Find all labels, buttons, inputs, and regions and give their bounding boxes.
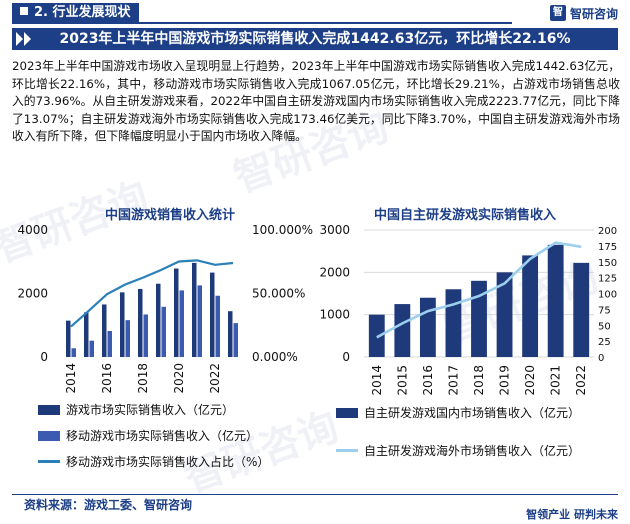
bar-game-revenue [174,268,179,357]
bar-game-revenue [66,320,71,357]
headline-banner: 2023年上半年中国游戏市场实际销售收入完成1442.63亿元，环比增长22.1… [12,28,618,50]
y-left-tick-label: 0 [40,350,48,364]
x-tick-label: 2014 [64,363,78,394]
bar-domestic-revenue [522,255,539,357]
legend-label: 游戏市场实际销售收入（亿元） [66,403,235,417]
x-tick-label: 2022 [208,363,222,394]
line-overseas-revenue [376,241,582,339]
bar-mobile-revenue [161,306,166,357]
y-right-tick-label: 150 [598,258,617,269]
legend-swatch [336,407,358,418]
slogan: 智领产业 研判未来 [526,508,618,521]
bar-domestic-revenue [419,297,436,357]
top-bar: 2. 行业发展现状 智 智研咨询 [0,0,630,26]
x-tick-label: 2016 [100,363,114,394]
bar-domestic-revenue [471,280,487,357]
bar-mobile-revenue [197,285,202,357]
bar-game-revenue [156,283,161,357]
y-right-tick-label: 100.000% [252,223,313,237]
line-mobile-share [70,259,234,328]
bar-mobile-revenue [125,320,130,357]
section-tag-label: 2. 行业发展现状 [34,5,131,20]
bar-domestic-revenue [445,289,462,357]
legend-label: 移动游戏市场实际销售收入占比（%） [66,455,270,469]
x-tick-label: 2018 [472,365,486,396]
chevron-right-icon [24,32,31,46]
y-right-tick-label: 175 [598,242,617,253]
legend-swatch [38,404,60,415]
x-tick-label: 2020 [523,365,537,396]
headline-title: 2023年上半年中国游戏市场实际销售收入完成1442.63亿元，环比增长22.1… [59,31,571,47]
bar-game-revenue [138,288,143,357]
square-icon [20,7,28,15]
bar-game-revenue [228,311,233,357]
y-right-tick-label: 50.000% [252,287,305,301]
x-tick-label: 2015 [395,365,409,396]
x-tick-label: 2014 [370,365,384,396]
bar-mobile-revenue [179,290,184,357]
bar-mobile-revenue [215,295,220,357]
footer-divider [12,494,618,495]
legend-label: 移动游戏市场实际销售收入（亿元） [66,429,259,443]
legend-swatch [38,430,60,441]
legend-item-mobile-revenue: 移动游戏市场实际销售收入（亿元） [38,427,258,444]
chevron-right-icon [16,32,23,46]
legend-swatch [38,460,60,463]
legend-label: 自主研发游戏国内市场销售收入（亿元） [364,406,581,420]
bar-domestic-revenue [368,314,385,357]
logo-mark: 智 [549,5,566,21]
y-left-tick-label: 1000 [319,308,350,322]
legend-item-overseas: 自主研发游戏海外市场销售收入（亿元） [336,442,580,459]
y-left-tick-label: 2000 [17,287,48,301]
y-right-tick-label: 0 [598,353,604,364]
chart-1-title: 中国游戏销售收入统计 [104,208,235,223]
legend-item-mobile-share: 移动游戏市场实际销售收入占比（%） [38,453,269,470]
bar-domestic-revenue [496,272,513,357]
x-tick-label: 2017 [446,365,460,396]
y-right-tick-label: 75 [598,305,611,316]
bar-mobile-revenue [107,330,112,357]
intro-paragraph: 2023年上半年中国游戏市场收入呈现明显上行趋势，2023年上半年中国游戏市场实… [12,59,620,143]
x-tick-label: 2018 [136,363,150,394]
legend-label: 自主研发游戏海外市场销售收入（亿元） [364,444,581,458]
y-right-tick-label: 125 [598,274,617,285]
bar-mobile-revenue [233,323,238,357]
bar-game-revenue [84,312,89,357]
bar-domestic-revenue [394,304,411,357]
y-left-tick-label: 4000 [17,223,48,237]
source-note: 资料来源：游戏工委、智研咨询 [24,498,193,512]
logo-text: 智研咨询 [569,6,618,21]
logo: 智 智研咨询 [549,4,618,22]
y-right-tick-label: 200 [598,226,617,237]
bar-domestic-revenue [547,244,564,357]
y-left-tick-label: 0 [342,350,350,364]
y-right-tick-label: 0.000% [252,350,298,364]
bar-mobile-revenue [89,340,94,357]
x-tick-label: 2016 [421,365,435,396]
y-right-tick-label: 50 [598,321,611,332]
y-left-tick-label: 3000 [319,223,350,237]
section-tag: 2. 行业发展现状 [12,3,139,23]
bar-mobile-revenue [143,314,148,357]
legend-swatch [336,449,358,452]
legend-item-domestic: 自主研发游戏国内市场销售收入（亿元） [336,404,580,421]
bar-mobile-revenue [71,348,76,357]
bar-game-revenue [102,304,107,357]
bar-game-revenue [210,272,215,357]
legend-item-game-revenue: 游戏市场实际销售收入（亿元） [38,401,234,418]
y-right-tick-label: 25 [598,337,611,348]
x-tick-label: 2019 [498,365,512,396]
bar-domestic-revenue [573,262,590,357]
bar-game-revenue [120,292,125,357]
x-tick-label: 2020 [172,363,186,394]
chart-2-title: 中国自主研发游戏实际销售收入 [373,208,556,223]
y-left-tick-label: 2000 [319,265,350,279]
y-right-tick-label: 100 [598,290,617,301]
x-tick-label: 2021 [549,365,563,396]
x-tick-label: 2022 [574,365,588,396]
bar-game-revenue [192,262,197,357]
header-divider [12,22,512,24]
